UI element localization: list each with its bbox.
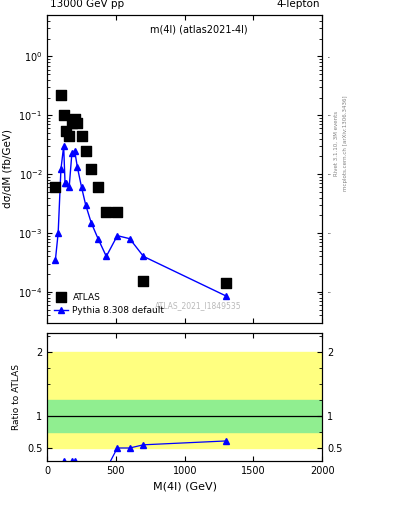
Pythia 8.308 default: [64, 180, 69, 186]
ATLAS: [223, 279, 229, 287]
Pythia 8.308 default: [67, 184, 72, 190]
Pythia 8.308 default: [56, 230, 61, 236]
ATLAS: [140, 278, 147, 286]
Text: ATLAS_2021_I1849535: ATLAS_2021_I1849535: [155, 301, 242, 310]
Legend: ATLAS, Pythia 8.308 default: ATLAS, Pythia 8.308 default: [51, 290, 167, 318]
Pythia 8.308 default: [89, 220, 94, 226]
ATLAS: [103, 207, 109, 216]
ATLAS: [52, 183, 59, 191]
ATLAS: [114, 207, 121, 216]
ATLAS: [74, 119, 81, 127]
Pythia 8.308 default: [224, 293, 228, 299]
Pythia 8.308 default: [115, 232, 120, 239]
X-axis label: M(4l) (GeV): M(4l) (GeV): [153, 481, 217, 491]
Pythia 8.308 default: [127, 236, 132, 242]
ATLAS: [63, 126, 70, 135]
ATLAS: [72, 115, 78, 123]
Pythia 8.308 default: [63, 180, 68, 186]
Text: m(4l) (atlas2021-4l): m(4l) (atlas2021-4l): [150, 25, 247, 35]
Pythia 8.308 default: [75, 164, 80, 170]
Y-axis label: dσ/dM (fb/GeV): dσ/dM (fb/GeV): [2, 130, 13, 208]
Pythia 8.308 default: [83, 202, 88, 208]
Text: 13000 GeV pp: 13000 GeV pp: [50, 0, 124, 9]
Pythia 8.308 default: [104, 253, 108, 260]
ATLAS: [83, 146, 89, 155]
ATLAS: [95, 183, 101, 191]
Y-axis label: Ratio to ATLAS: Ratio to ATLAS: [12, 364, 21, 430]
Pythia 8.308 default: [96, 236, 101, 242]
Pythia 8.308 default: [79, 184, 84, 190]
Text: Rivet 3.1.10, 3M events: Rivet 3.1.10, 3M events: [334, 111, 338, 176]
Text: mcplots.cern.ch [arXiv:1306.3436]: mcplots.cern.ch [arXiv:1306.3436]: [343, 96, 347, 191]
Pythia 8.308 default: [61, 143, 66, 149]
ATLAS: [61, 111, 67, 119]
Line: Pythia 8.308 default: Pythia 8.308 default: [52, 143, 230, 300]
Pythia 8.308 default: [70, 150, 74, 156]
Pythia 8.308 default: [59, 166, 63, 173]
Text: 4-lepton: 4-lepton: [276, 0, 320, 9]
ATLAS: [88, 165, 94, 174]
ATLAS: [58, 91, 64, 99]
Pythia 8.308 default: [72, 147, 77, 154]
ATLAS: [69, 119, 75, 127]
Pythia 8.308 default: [53, 257, 58, 263]
ATLAS: [79, 132, 85, 140]
ATLAS: [66, 132, 72, 140]
Pythia 8.308 default: [141, 253, 146, 260]
